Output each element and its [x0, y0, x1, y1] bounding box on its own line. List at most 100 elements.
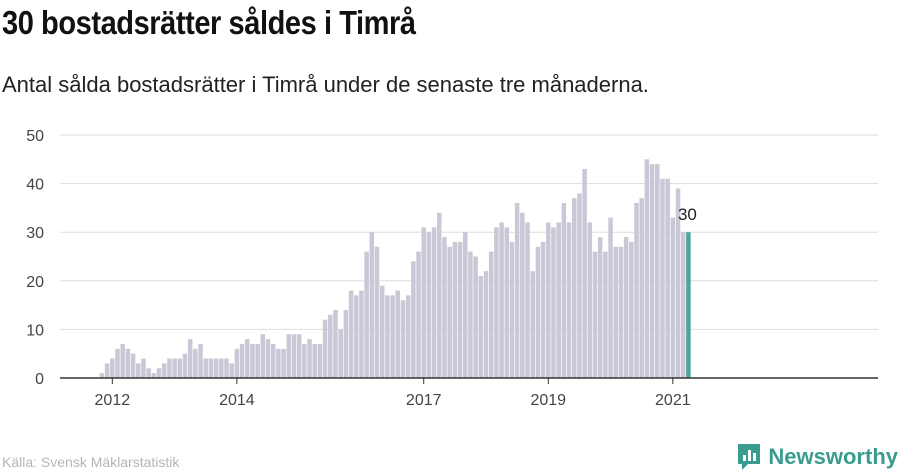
bar — [281, 348, 286, 378]
source-note: Källa: Svensk Mäklarstatistik — [2, 454, 180, 470]
y-tick-label: 40 — [26, 177, 44, 194]
bar — [597, 237, 603, 378]
bar — [260, 334, 266, 378]
bar — [270, 343, 276, 378]
bar — [660, 178, 665, 378]
bar — [239, 343, 245, 378]
bar — [359, 290, 364, 378]
bar — [603, 251, 608, 378]
bar — [405, 295, 411, 378]
bar — [182, 353, 188, 378]
bar — [172, 358, 177, 378]
bar — [245, 339, 250, 378]
bar — [291, 334, 297, 378]
bar — [457, 241, 463, 378]
bar — [333, 309, 338, 378]
bar — [203, 358, 208, 378]
bar — [312, 343, 317, 378]
bar — [177, 358, 183, 378]
bar — [379, 285, 385, 378]
bar — [141, 358, 146, 378]
bar — [219, 358, 224, 378]
y-tick-label: 20 — [26, 274, 44, 291]
bar — [208, 358, 214, 378]
bar — [224, 358, 229, 378]
x-tick-label: 2017 — [406, 392, 442, 409]
bar — [115, 348, 120, 378]
bar — [483, 271, 489, 378]
bar — [634, 203, 639, 378]
bar — [546, 222, 551, 378]
bar — [587, 222, 593, 378]
bar — [250, 343, 255, 378]
bar — [504, 227, 510, 378]
bar — [364, 251, 369, 378]
bar — [499, 222, 504, 378]
bar — [561, 203, 567, 378]
bar — [670, 217, 676, 378]
bar — [354, 295, 359, 378]
bar — [120, 343, 125, 378]
bar — [442, 237, 447, 378]
bar — [655, 164, 660, 378]
bar — [649, 164, 655, 378]
bar — [462, 232, 468, 378]
bar — [514, 203, 520, 378]
bar — [338, 329, 343, 378]
bar — [608, 217, 613, 378]
bar — [286, 334, 292, 378]
newsworthy-icon — [738, 444, 761, 470]
bar — [535, 246, 541, 378]
bar — [582, 169, 587, 378]
x-tick-label: 2012 — [95, 392, 131, 409]
bar — [665, 178, 670, 378]
bar — [156, 368, 162, 378]
bar — [571, 198, 577, 378]
bar — [302, 343, 307, 378]
bar — [618, 246, 624, 378]
bar — [369, 232, 375, 378]
bar — [265, 339, 271, 378]
bar — [540, 241, 546, 378]
x-tick-label: 2014 — [219, 392, 255, 409]
bar — [234, 348, 240, 378]
bar — [686, 232, 691, 378]
bar — [110, 358, 115, 378]
bar — [592, 251, 598, 378]
bar — [151, 373, 157, 378]
y-tick-label: 0 — [35, 371, 44, 388]
bar — [452, 241, 458, 378]
x-axis: 2012 2014 2017 2019 2021 — [60, 377, 878, 409]
bar — [478, 275, 484, 378]
bar — [322, 319, 328, 378]
brand-logo[interactable]: Newsworthy — [736, 442, 898, 472]
bar — [125, 348, 131, 378]
bar — [556, 222, 561, 378]
bar — [623, 237, 629, 378]
bar — [161, 363, 167, 378]
bar — [307, 339, 312, 378]
bar — [437, 212, 442, 378]
bar — [551, 227, 556, 378]
bar — [530, 271, 535, 378]
bar-chart: 0 10 20 30 40 50 2012 2014 2017 2019 2021 30 — [26, 128, 878, 409]
bar — [509, 241, 515, 378]
bar — [296, 334, 302, 378]
brand-name: Newsworthy — [768, 444, 898, 469]
bar — [400, 300, 406, 378]
bar — [348, 290, 354, 378]
bar — [99, 373, 105, 378]
bar — [680, 232, 686, 378]
bar — [613, 246, 618, 378]
bar — [317, 343, 323, 378]
y-tick-label: 30 — [26, 225, 44, 242]
bar — [374, 246, 380, 378]
bar — [629, 241, 634, 378]
bar — [447, 246, 452, 378]
bar — [390, 295, 395, 378]
bar — [136, 363, 141, 378]
chart-subtitle: Antal sålda bostadsrätter i Timrå under … — [2, 72, 649, 97]
bar — [566, 222, 572, 378]
data-label: 30 — [678, 205, 697, 224]
bar — [328, 314, 333, 378]
